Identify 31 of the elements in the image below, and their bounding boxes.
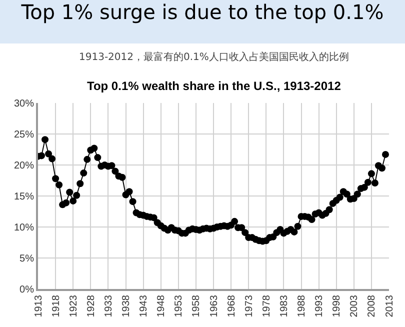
y-tick-label: 25% — [14, 130, 34, 140]
x-tick-label: 2013 — [384, 294, 396, 318]
chart-title: Top 1% surge is due to the top 0.1% — [20, 0, 384, 24]
y-tick-label: 30% — [14, 98, 34, 110]
y-tick-label: 15% — [14, 192, 34, 202]
x-tick-label: 1958 — [191, 294, 202, 318]
x-tick-label: 1988 — [296, 294, 308, 318]
x-tick-label: 1963 — [208, 294, 220, 318]
y-tick-label: 10% — [14, 222, 34, 234]
y-tick-label: 5% — [20, 254, 34, 264]
x-tick-label: 1993 — [314, 294, 326, 318]
text: Top 0.1% wealth share in the U.S., 1913-2012 — [87, 79, 342, 93]
x-tick-label: 1973 — [244, 294, 255, 318]
x-tick-label: 1913 — [33, 294, 44, 318]
x-tick-label: 1938 — [121, 294, 132, 318]
x-tick-label: 1933 — [103, 294, 114, 318]
x-tick-label: 1923 — [68, 294, 80, 318]
y-tick-label: 20% — [14, 160, 34, 172]
x-tick-label: 1978 — [261, 294, 272, 318]
x-tick-label: 2008 — [366, 294, 378, 318]
chart-subtitle: 1913-2012，最富有的0.1%人口收入占美国国民收入的比例 — [79, 51, 349, 63]
x-tick-label: 1983 — [278, 294, 290, 318]
x-tick-label: 1948 — [156, 294, 168, 318]
x-tick-label: 1953 — [174, 294, 185, 318]
y-tick-label: 0% — [20, 284, 34, 296]
x-tick-label: 1918 — [50, 294, 62, 318]
x-tick-label: 1928 — [86, 294, 97, 318]
x-tick-label: 1968 — [226, 294, 238, 318]
x-tick-label: 1943 — [138, 294, 150, 318]
x-tick-label: 2003 — [349, 294, 360, 318]
x-tick-label: 1998 — [332, 294, 343, 318]
